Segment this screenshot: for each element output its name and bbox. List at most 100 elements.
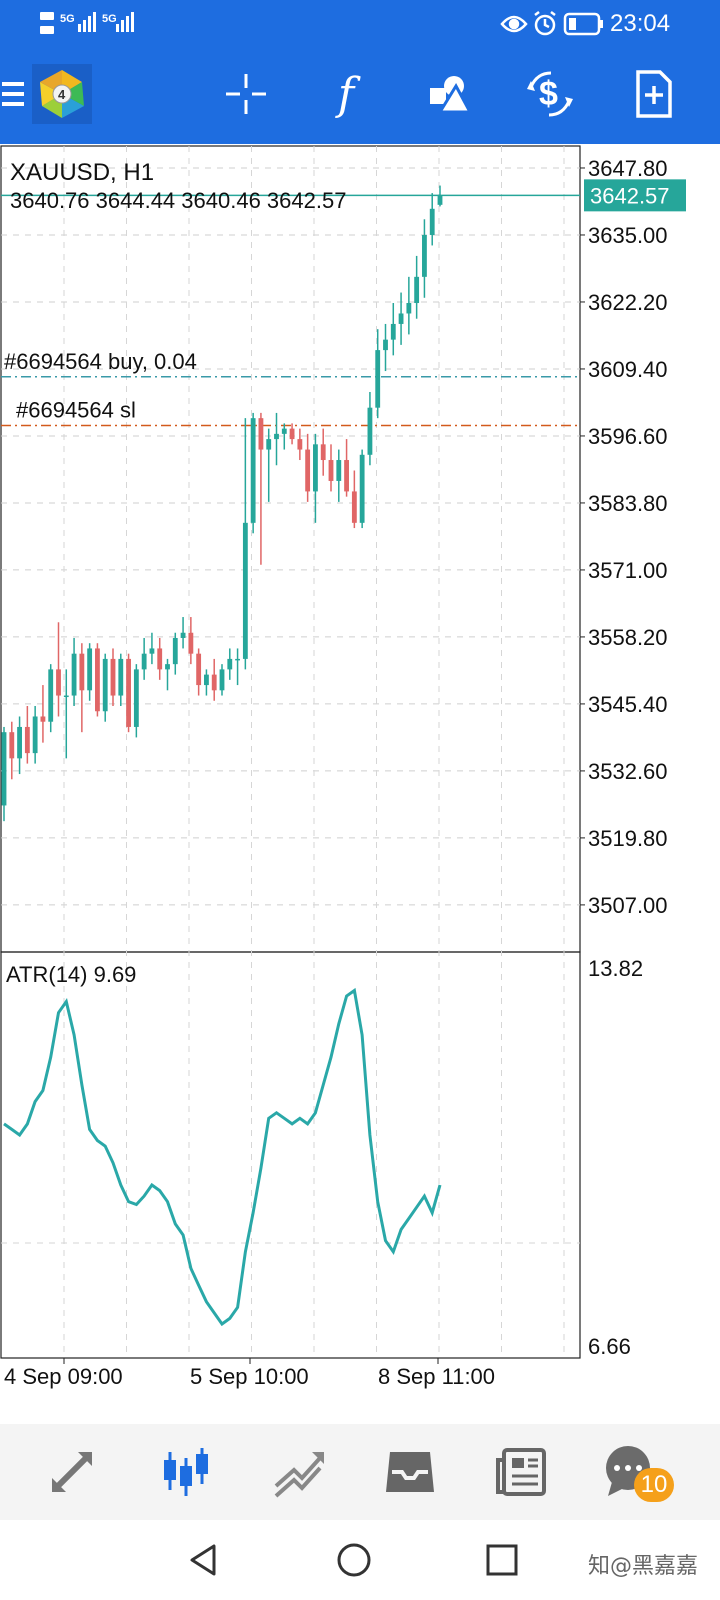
candle-body [219,669,225,691]
indicators-icon: f [337,68,355,120]
candle-body [242,522,248,659]
candle-body [406,303,412,314]
candle-body [289,428,295,440]
price-tick-label: 3647.80 [588,156,668,181]
recents-icon [486,1544,518,1576]
objects-icon [430,76,473,114]
watermark-logo: 知@黑嘉嘉 [588,1554,699,1579]
candle-body [196,653,202,686]
price-tick-label: 3545.40 [588,692,668,717]
candle-body [87,648,93,691]
new-order-button[interactable] [622,62,686,126]
signal-bars-2-icon [116,12,134,32]
candle-body [32,716,38,754]
crosshair-button[interactable] [214,62,278,126]
objects-button[interactable] [418,62,482,126]
price-tick-label: 3532.60 [588,759,668,784]
time-axis: 4 Sep 09:00 5 Sep 10:00 8 Sep 11:00 [4,1358,495,1389]
chart-canvas[interactable]: 3647.80 3635.00 3622.20 3609.40 3596.60 3583.… [0,144,720,1424]
price-tick-label: 3609.40 [588,357,668,382]
candle-body [40,716,46,722]
candle-body [313,444,318,492]
nav-news[interactable] [490,1442,554,1502]
battery-icon [563,12,603,36]
candle-body [165,664,170,670]
status-bar-icons: 5G 5G [40,11,603,36]
candle-body [390,323,396,340]
candle-body [180,632,186,638]
candle-body [24,726,30,754]
hd-icon [40,12,54,20]
grid-lines [1,146,580,1358]
candle-body [250,418,256,523]
candle-body [211,674,217,691]
status-time: 23:04 [610,10,671,37]
recents-button[interactable] [478,1538,526,1582]
candle-body [204,674,209,686]
candle-body [320,444,326,461]
candle-body [235,658,240,661]
candle-body [429,208,435,235]
indicator-frame [0,951,581,1359]
candle-body [422,234,427,277]
home-icon [337,1543,371,1577]
app-logo[interactable]: 4 [30,62,94,126]
nav-trade[interactable] [266,1442,330,1502]
metatrader-logo: 4 [32,64,92,124]
chart-area[interactable]: 3647.80 3635.00 3622.20 3609.40 3596.60 3583.… [0,144,720,1424]
candle-body [359,454,365,523]
alarm-icon [534,11,556,36]
home-button[interactable] [330,1538,378,1582]
signal-bars-1-icon [78,12,96,32]
system-navigation [0,1520,720,1600]
price-tick-label: 3622.20 [588,290,668,315]
candle-body [9,732,15,759]
candle-body [172,637,178,665]
main-chart-frame [0,145,581,953]
news-icon [496,1448,546,1496]
candle-body [336,460,342,481]
nav-history[interactable] [378,1442,442,1502]
sl-line-label: #6694564 sl [16,397,136,422]
candle-body [383,339,388,351]
candle-body [297,439,303,450]
svg-text:$: $ [539,75,558,113]
candle-body [79,653,85,691]
bottom-navigation [0,1424,720,1520]
candle-body [118,658,124,696]
candle-body [351,491,357,523]
atr-max-label: 13.82 [588,956,643,981]
candle-body [305,449,311,492]
symbols-button[interactable]: $ [518,62,582,126]
nav-quotes[interactable] [40,1442,104,1502]
crosshair-icon [226,74,266,114]
trade-lines: #6694564 buy, 0.04 #6694564 sl 3642.57 [1,179,686,427]
candle-body [266,439,272,450]
atr-indicator [3,987,442,1327]
candles [1,185,443,822]
menu-icon [2,82,24,106]
ohlc-label: 3640.76 3644.44 3640.46 3642.57 [10,188,346,213]
candle-body [17,726,22,759]
candle-body [274,433,279,440]
signal-label-1: 5G [60,13,75,25]
price-tick-label: 3635.00 [588,223,668,248]
candle-body [149,648,155,654]
candle-body [141,653,147,670]
atr-line [3,987,442,1327]
atr-label: ATR(14) 9.69 [6,962,136,987]
messages-badge: 10 [634,1468,674,1502]
candle-body [63,695,69,698]
symbol-label: XAUUSD, H1 [10,159,154,186]
indicators-button[interactable]: f [314,62,378,126]
time-tick-label: 8 Sep 11:00 [378,1364,495,1389]
nav-chart[interactable] [154,1442,218,1502]
back-button[interactable] [180,1538,228,1582]
signal-label-2: 5G [102,13,117,25]
current-price-label: 3642.57 [590,183,670,208]
inbox-icon [386,1452,434,1492]
candle-body [102,658,108,712]
trade-icon [274,1452,324,1498]
menu-button[interactable] [0,62,44,126]
new-order-icon [636,70,672,118]
